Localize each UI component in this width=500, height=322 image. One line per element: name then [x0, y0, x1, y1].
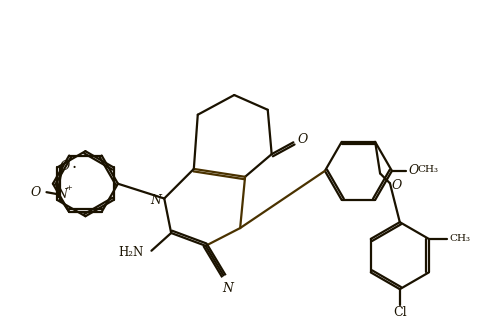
Text: N: N	[56, 188, 67, 201]
Text: CH₃: CH₃	[417, 166, 438, 175]
Text: N: N	[222, 282, 233, 295]
Text: O: O	[408, 165, 418, 177]
Text: ·: ·	[72, 160, 76, 177]
Text: H₂N: H₂N	[118, 246, 144, 259]
Text: CH₃: CH₃	[450, 234, 471, 243]
Text: O: O	[297, 133, 308, 146]
Text: O: O	[392, 179, 402, 192]
Text: O: O	[59, 160, 70, 173]
Text: +: +	[64, 184, 71, 192]
Text: N: N	[150, 194, 161, 207]
Text: Cl: Cl	[393, 306, 406, 319]
Text: O: O	[30, 186, 41, 199]
